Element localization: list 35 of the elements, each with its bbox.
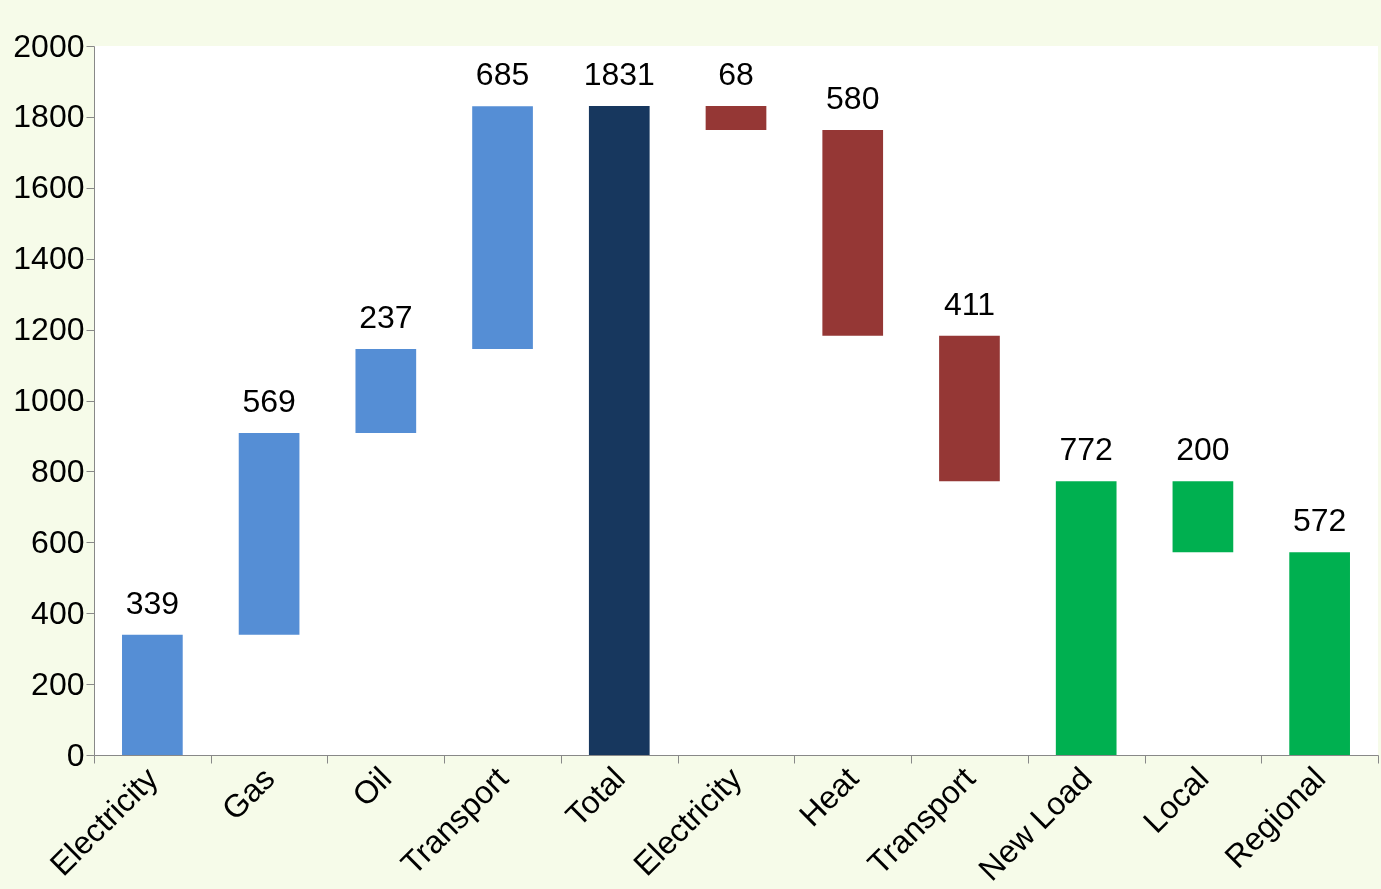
bar	[939, 335, 1000, 482]
data-label: 569	[242, 383, 296, 420]
bar	[588, 105, 650, 755]
bar	[1055, 481, 1117, 755]
x-tick-label: Oil	[345, 760, 399, 814]
bar	[822, 130, 884, 336]
y-tick-label: 600	[31, 523, 85, 560]
bar	[1289, 552, 1350, 755]
y-tick-label: 1000	[13, 382, 85, 418]
data-label: 685	[475, 56, 530, 93]
data-label: 237	[359, 299, 413, 336]
bar	[705, 105, 767, 131]
x-tick-label: Gas	[214, 760, 282, 828]
y-tick-label: 400	[31, 594, 85, 631]
data-label: 772	[1059, 431, 1113, 468]
y-tick-label: 1200	[13, 311, 85, 348]
y-tick-label: 200	[31, 665, 85, 702]
y-tick-label: 1600	[13, 169, 85, 206]
data-label: 580	[826, 80, 880, 117]
bar	[1172, 481, 1234, 553]
bar	[355, 349, 417, 434]
y-tick-label: 1400	[13, 240, 85, 277]
data-label: 411	[943, 285, 995, 322]
data-label: 68	[718, 55, 754, 92]
y-tick-label: 1800	[13, 98, 85, 135]
y-tick-label: 2000	[13, 27, 85, 64]
y-tick-label: 800	[31, 452, 85, 489]
data-label: 339	[125, 584, 180, 621]
data-label: 200	[1176, 431, 1230, 468]
bar	[122, 634, 183, 755]
y-tick-label: 0	[66, 736, 85, 773]
data-label: 1831	[583, 55, 655, 92]
data-label: 572	[1292, 502, 1347, 539]
bar	[472, 106, 533, 350]
bar	[238, 433, 300, 635]
